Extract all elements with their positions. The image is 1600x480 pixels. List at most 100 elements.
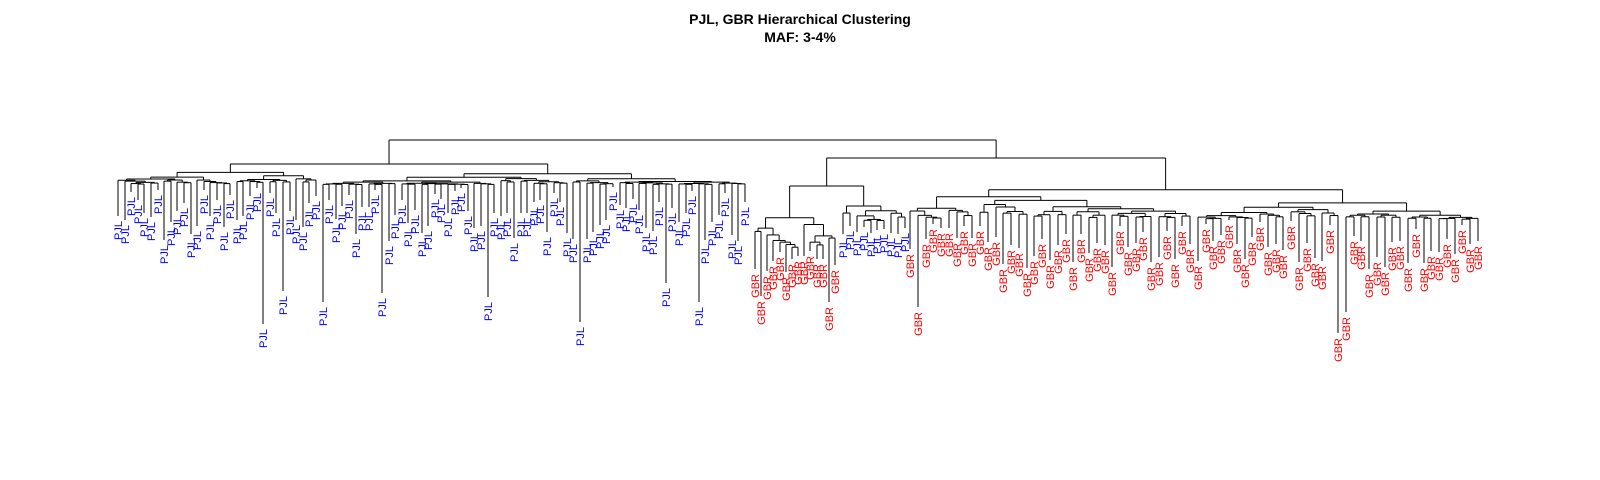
leaf-label: PJL <box>304 208 316 227</box>
leaf-label: PJL <box>562 238 574 257</box>
leaf-label: GBR <box>768 266 780 290</box>
leaf-label: PJL <box>370 195 382 214</box>
leaf-label: PJL <box>694 307 706 326</box>
leaf-label: PJL <box>285 216 297 235</box>
leaf-label: GBR <box>1216 240 1228 264</box>
leaf-label: GBR <box>1271 249 1283 273</box>
leaf-label: PJL <box>489 218 501 237</box>
leaf-label: PJL <box>456 193 468 212</box>
leaf-label: PJL <box>192 231 204 250</box>
leaf-label: GBR <box>998 269 1010 293</box>
title-block: PJL, GBR Hierarchical Clustering MAF: 3-… <box>0 10 1600 46</box>
leaf-label: GBR <box>1387 247 1399 271</box>
leaf-label: PJL <box>700 245 712 264</box>
leaf-label: GBR <box>1154 262 1166 286</box>
leaf-label: PJL <box>588 237 600 256</box>
leaf-label: PJL <box>311 201 323 220</box>
leaf-label: GBR <box>921 244 933 268</box>
leaf-label: GBR <box>1395 246 1407 270</box>
leaf-label: GBR <box>1302 248 1314 272</box>
leaf-label: PJL <box>582 244 594 263</box>
leaf-label: PJL <box>238 221 250 240</box>
leaf-label: PJL <box>403 228 415 247</box>
leaf-label: PJL <box>542 237 554 256</box>
leaf-label: GBR <box>1247 242 1259 266</box>
leaf-label: PJL <box>886 238 898 257</box>
leaf-label: PJL <box>384 246 396 265</box>
leaf-label: PJL <box>535 205 547 224</box>
leaf-label: PJL <box>900 233 912 252</box>
leaf-label: PJL <box>450 196 462 215</box>
leaf-label: PJL <box>179 208 191 227</box>
leaf-label: GBR <box>913 312 925 336</box>
leaf-label: GBR <box>1255 227 1267 251</box>
leaf-label: GBR <box>1263 252 1275 276</box>
leaf-label: PJL <box>866 238 878 257</box>
leaf-label: GBR <box>1115 231 1127 255</box>
leaf-label: GBR <box>1170 264 1182 288</box>
leaf-label: GBR <box>1341 317 1353 341</box>
leaf-label: GBR <box>1100 250 1112 274</box>
leaf-label: PJL <box>549 198 561 217</box>
leaf-label: GBR <box>756 301 768 325</box>
leaf-label: PJL <box>364 212 376 231</box>
leaf-label: PJL <box>879 234 891 253</box>
leaf-label: GBR <box>983 247 995 271</box>
leaf-label: PJL <box>641 233 653 252</box>
leaf-label: GBR <box>1185 249 1197 273</box>
leaf-label: PJL <box>443 218 455 237</box>
leaf-label: PJL <box>423 231 435 250</box>
leaf-label: PJL <box>278 296 290 315</box>
leaf-label: GBR <box>1193 266 1205 290</box>
leaf-label: PJL <box>496 221 508 240</box>
leaf-label: PJL <box>205 221 217 240</box>
leaf-label: GBR <box>1349 241 1361 265</box>
leaf-label: PJL <box>859 232 871 251</box>
leaf-label: GBR <box>1364 274 1376 298</box>
leaf-label: GBR <box>824 307 836 331</box>
leaf-label: PJL <box>245 201 257 220</box>
leaf-label: GBR <box>1442 244 1454 268</box>
leaf-label: PJL <box>331 224 343 243</box>
leaf-label: GBR <box>944 233 956 257</box>
leaf-label: GBR <box>1224 225 1236 249</box>
leaf-label: PJL <box>674 227 686 246</box>
leaf-label: GBR <box>1076 239 1088 263</box>
leaf-label: PJL <box>337 211 349 230</box>
leaf-label: PJL <box>265 198 277 217</box>
leaf-label: PJL <box>661 288 673 307</box>
leaf-label: PJL <box>575 327 587 346</box>
leaf-label: GBR <box>1162 236 1174 260</box>
leaf-label: GBR <box>1450 259 1462 283</box>
chart-title: PJL, GBR Hierarchical Clustering <box>689 11 911 27</box>
leaf-label: GBR <box>781 277 793 301</box>
leaf-label: GBR <box>1465 249 1477 273</box>
leaf-label: PJL <box>298 232 310 251</box>
leaf-label: GBR <box>1123 252 1135 276</box>
leaf-label: PJL <box>522 218 534 237</box>
leaf-label: PJL <box>615 210 627 229</box>
leaf-label: GBR <box>967 243 979 267</box>
leaf-label: PJL <box>608 192 620 211</box>
leaf-label: PJL <box>463 216 475 235</box>
leaf-label: GBR <box>793 261 805 285</box>
leaf-label: PJL <box>733 246 745 265</box>
leaf-label: PJL <box>516 218 528 237</box>
leaf-label: GBR <box>1201 229 1213 253</box>
leaf-label: PJL <box>271 218 283 237</box>
leaf-label: PJL <box>654 207 666 226</box>
leaf-label: PJL <box>212 205 224 224</box>
leaf-label: GBR <box>1380 272 1392 296</box>
leaf-label: PJL <box>166 227 178 246</box>
leaf-label: PJL <box>126 197 138 216</box>
leaf-label: PJL <box>502 218 514 237</box>
leaf-label: PJL <box>714 220 726 239</box>
leaf-label: PJL <box>153 195 165 214</box>
leaf-label: PJL <box>186 239 198 258</box>
leaf-label: PJL <box>476 231 488 250</box>
leaf-label: PJL <box>621 213 633 232</box>
leaf-label: PJL <box>483 302 495 321</box>
leaf-label: GBR <box>1419 268 1431 292</box>
leaf-label: GBR <box>1356 246 1368 270</box>
